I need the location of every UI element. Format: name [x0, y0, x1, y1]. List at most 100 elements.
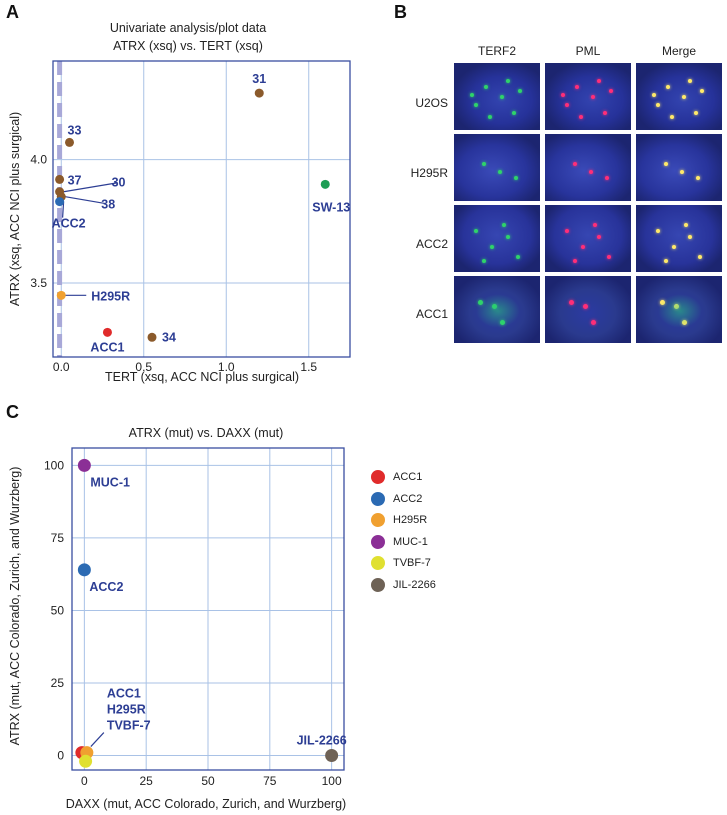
chart-c-annotation: MUC-1: [90, 475, 130, 489]
chart-c-gridlines: [72, 448, 344, 770]
chart-a-point-label: 31: [252, 72, 266, 86]
micrograph-focus: [573, 162, 577, 166]
legend-swatch: [371, 491, 385, 506]
chart-c-x-tick-label: 100: [322, 774, 342, 788]
chart-c-tick-labels: 0 25 50 75 100 0 25 50 75 100: [44, 458, 342, 788]
micrograph-focus: [672, 245, 676, 249]
micrograph-acc2-terf2: [454, 205, 540, 272]
chart-a-x-tick-label: 0.0: [53, 360, 70, 374]
micrograph-focus: [698, 255, 702, 259]
panel-letter-a: A: [6, 2, 19, 22]
micrograph-focus: [603, 111, 607, 115]
micrograph-focus: [666, 85, 670, 89]
micrograph-focus: [512, 111, 516, 115]
micrograph-diffuse-signal: [476, 294, 520, 328]
micrograph-focus: [670, 115, 674, 119]
micrograph-focus: [565, 229, 569, 233]
legend-label: H295R: [393, 514, 428, 526]
row-label-acc1: ACC1: [415, 307, 448, 321]
legend-label: ACC2: [393, 492, 423, 505]
micrograph-focus: [482, 162, 486, 166]
micrograph-focus: [500, 95, 504, 99]
chart-a-point-labels: 31 33 37 30 38 ACC2 SW-13 H295R ACC1 34: [52, 72, 351, 354]
chart-a-point: [55, 197, 65, 207]
column-label-pml: PML: [575, 44, 601, 58]
micrograph-focus: [696, 176, 700, 180]
micrograph-focus: [591, 320, 596, 325]
micrograph-focus: [516, 255, 520, 259]
chart-c-point: [77, 458, 91, 472]
chart-a-ylabel: ATRX (xsq, ACC NCI plus surgical): [8, 112, 22, 306]
chart-a-point: [147, 332, 157, 342]
micrograph-focus: [579, 115, 583, 119]
chart-a-points: [55, 88, 330, 342]
micrograph-h295r-merge: [636, 134, 722, 201]
legend-swatch: [371, 577, 385, 592]
micrograph-u2os-pml: [545, 63, 631, 130]
chart-c-x-tick-label: 75: [263, 774, 277, 788]
micrograph-focus: [506, 79, 510, 83]
micrograph-acc2-merge: [636, 205, 722, 272]
micrograph-focus: [575, 85, 579, 89]
panel-letter-b: B: [394, 2, 407, 22]
row-label-acc2: ACC2: [415, 237, 448, 251]
micrograph-focus: [664, 162, 668, 166]
chart-a-x-tick-label: 1.0: [218, 360, 235, 374]
chart-c-y-tick-label: 0: [57, 748, 64, 762]
micrograph-focus: [656, 103, 660, 107]
micrograph-focus: [506, 235, 510, 239]
micrograph-u2os-terf2: [454, 63, 540, 130]
micrograph-focus: [597, 235, 601, 239]
micrograph-focus: [700, 89, 704, 93]
chart-a-point-label: ACC2: [52, 217, 86, 231]
micrograph-focus: [488, 115, 492, 119]
micrograph-focus: [688, 79, 692, 83]
chart-a-xlabel: TERT (xsq, ACC NCI plus surgical): [105, 370, 299, 384]
micrograph-focus: [684, 223, 688, 227]
chart-a-point-label: 33: [68, 123, 82, 137]
legend-swatch: [371, 534, 385, 549]
chart-c-point: [77, 563, 91, 577]
legend-label: TVBF-7: [393, 557, 431, 569]
micrograph-h295r-pml: [545, 134, 631, 201]
micrograph-focus: [569, 300, 574, 305]
chart-a-point: [254, 88, 264, 98]
chart-a-leader-line: [62, 201, 65, 218]
micrograph-focus: [484, 85, 488, 89]
chart-a-point: [320, 179, 330, 189]
micrograph-focus: [565, 103, 569, 107]
legend-label: MUC-1: [393, 535, 428, 548]
row-label-h295r: H295R: [410, 166, 448, 180]
micrograph-diffuse-signal: [658, 294, 702, 328]
chart-c-y-tick-label: 100: [44, 458, 64, 472]
column-label-merge: Merge: [661, 44, 696, 58]
legend-swatch: [371, 470, 385, 484]
chart-c-x-tick-label: 0: [81, 774, 88, 788]
micrograph-h295r-terf2: [454, 134, 540, 201]
micrograph-focus: [502, 223, 506, 227]
chart-c-atrx-vs-daxx: ATRX (mut) vs. DAXX (mut) 0 25 50 75 100 0 25 5…: [8, 426, 347, 811]
micrograph-focus: [589, 170, 593, 174]
micrograph-focus: [518, 89, 522, 93]
chart-c-annotation: JIL-2266: [297, 733, 347, 747]
chart-a-title: Univariate analysis/plot data: [110, 21, 266, 35]
chart-a-point: [65, 137, 74, 147]
panel-letter-c: C: [6, 402, 19, 422]
chart-c-annotation: TVBF-7: [107, 719, 151, 733]
chart-a-point-label: ACC1: [90, 340, 124, 354]
micrograph-focus: [605, 176, 609, 180]
micrograph-focus: [470, 93, 474, 97]
chart-a-point-label: 34: [162, 330, 176, 344]
micrograph-focus: [652, 93, 656, 97]
chart-a-point-label: 30: [112, 176, 126, 190]
micrograph-focus: [482, 259, 486, 263]
chart-a-x-tick-label: 1.5: [300, 360, 317, 374]
chart-a-y-tick-label: 3.5: [30, 276, 47, 290]
chart-c-annotation: H295R: [107, 703, 146, 717]
micrograph-focus: [607, 255, 611, 259]
chart-a-leader-line: [63, 182, 118, 193]
micrograph-focus: [597, 79, 601, 83]
chart-a-point-label: 38: [101, 198, 115, 212]
chart-c-title: ATRX (mut) vs. DAXX (mut): [129, 426, 284, 440]
micrograph-focus: [498, 170, 502, 174]
